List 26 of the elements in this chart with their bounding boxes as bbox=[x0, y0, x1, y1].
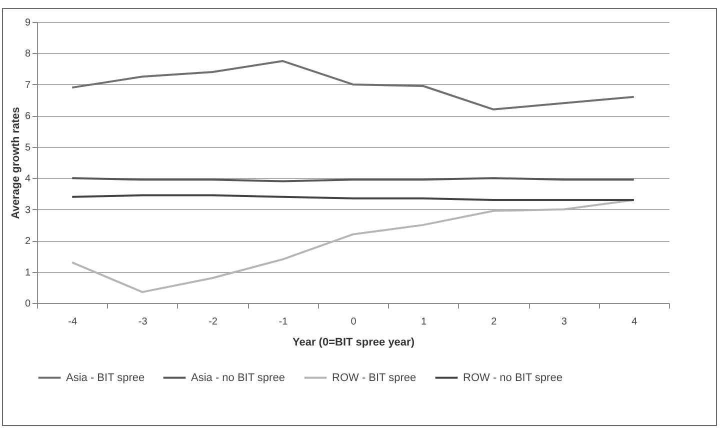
y-axis-title: Average growth rates bbox=[10, 106, 22, 220]
y-tick-label: 2 bbox=[24, 236, 31, 248]
x-tick-label: -4 bbox=[68, 316, 78, 328]
x-tick-label: 0 bbox=[350, 316, 357, 328]
y-tick-label: 1 bbox=[24, 267, 31, 278]
x-tick-label: -3 bbox=[138, 316, 148, 328]
line-series bbox=[71, 60, 635, 110]
legend-label: Asia - no BIT spree bbox=[191, 372, 285, 384]
x-tick-label: 1 bbox=[420, 316, 427, 328]
x-tick-label: 3 bbox=[561, 316, 568, 328]
legend-label: ROW - BIT spree bbox=[332, 372, 416, 384]
y-tick-label: 3 bbox=[24, 204, 31, 216]
x-tick-label: -2 bbox=[208, 316, 218, 328]
y-tick-label: 7 bbox=[24, 80, 31, 91]
x-tick-label: 4 bbox=[632, 316, 638, 328]
y-tick-label: 0 bbox=[24, 298, 31, 310]
y-tick-label: 9 bbox=[24, 18, 31, 28]
y-tick-label: 5 bbox=[24, 142, 31, 154]
x-axis-title: Year (0=BIT spree year) bbox=[292, 336, 415, 348]
y-tick-label: 4 bbox=[24, 174, 31, 185]
x-tick-label: 2 bbox=[491, 316, 498, 328]
legend-label: ROW - no BIT spree bbox=[463, 372, 562, 384]
x-tick-label: -1 bbox=[278, 316, 288, 328]
y-tick-label: 6 bbox=[24, 111, 31, 122]
legend-label: Asia - BIT spree bbox=[66, 372, 145, 384]
y-tick-label: 8 bbox=[24, 48, 31, 60]
